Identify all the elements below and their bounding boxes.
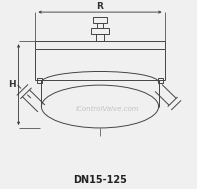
- Text: H: H: [8, 80, 16, 89]
- Text: iControlValve.com: iControlValve.com: [76, 106, 140, 112]
- Bar: [158, 78, 163, 83]
- Bar: [96, 33, 104, 41]
- Bar: [97, 23, 103, 28]
- Text: R: R: [97, 2, 103, 11]
- Text: DN15-125: DN15-125: [73, 175, 127, 184]
- Bar: [91, 28, 109, 33]
- Bar: [93, 17, 107, 23]
- Bar: [37, 78, 42, 83]
